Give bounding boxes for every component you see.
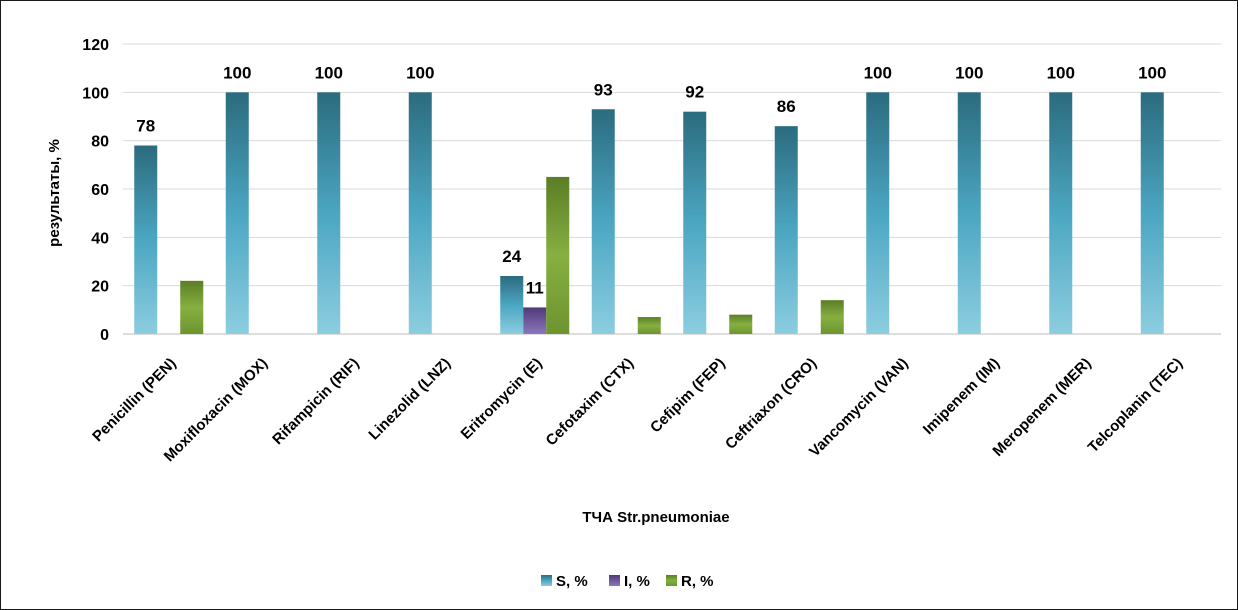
bar-s-5 — [591, 109, 615, 334]
bar-s-3 — [408, 92, 432, 334]
bar-s-9 — [957, 92, 981, 334]
bar-r-7 — [820, 300, 844, 334]
bar-r-4 — [546, 176, 570, 334]
bar-s-10 — [1049, 92, 1073, 334]
x-category-label: Imipenem (IM) — [920, 355, 1003, 438]
y-tick-label: 100 — [82, 85, 109, 102]
y-axis-ticks: 0 20 40 60 80 100 120 — [82, 37, 109, 344]
data-label: 100 — [1047, 63, 1075, 82]
bar-s-11 — [1140, 92, 1164, 334]
data-label: 100 — [955, 63, 983, 82]
bar-r-6 — [729, 314, 753, 334]
legend-swatch — [609, 575, 620, 586]
bars — [134, 92, 1164, 335]
bar-s-4 — [500, 276, 524, 334]
legend-entry: S, % — [556, 573, 588, 590]
x-category-label: Cefotaxim (CTX) — [543, 355, 638, 450]
y-tick-label: 60 — [91, 182, 109, 199]
x-category-label: Rifampicin (RIF) — [269, 355, 362, 448]
gridlines — [123, 43, 1221, 335]
bar-r-0 — [180, 280, 204, 334]
data-label: 24 — [502, 247, 521, 266]
x-category-label: Telcoplanin (TEC) — [1085, 355, 1186, 456]
data-label: 11 — [526, 278, 544, 297]
x-category-label: Moxifloxacin (MOX) — [161, 355, 271, 465]
y-axis-title: результаты, % — [46, 139, 63, 247]
legend-entry: R, % — [681, 573, 714, 590]
legend-swatch — [666, 575, 677, 586]
y-tick-label: 120 — [82, 37, 109, 54]
x-category-label: Linezolid (LNZ) — [365, 355, 454, 444]
bar-s-0 — [134, 145, 158, 334]
data-label: 100 — [864, 63, 892, 82]
data-label: 100 — [223, 63, 251, 82]
bar-s-1 — [225, 92, 249, 334]
y-tick-label: 40 — [91, 230, 109, 247]
data-label: 86 — [777, 97, 796, 116]
y-tick-label: 0 — [100, 327, 109, 344]
x-category-label: Cefipim (FEP) — [647, 355, 729, 437]
x-category-label: Ceftriaxon (CRO) — [722, 355, 820, 453]
data-labels: 78 100 100 100 24 11 93 92 86 100 100 100 100 — [136, 63, 1166, 297]
x-category-label: Penicillin (PEN) — [89, 355, 179, 445]
x-category-label: Vancomycin (VAN) — [806, 355, 912, 461]
x-axis-title: ТЧА Str.pneumoniae — [582, 509, 729, 526]
data-label: 100 — [406, 63, 434, 82]
data-label: 100 — [315, 63, 343, 82]
x-category-label: Eritromycin (E) — [458, 355, 546, 443]
bar-i-4 — [523, 307, 547, 334]
legend-entry: I, % — [624, 573, 650, 590]
legend: S, % I, % R, % — [541, 573, 714, 590]
bar-s-7 — [774, 126, 798, 335]
bar-s-2 — [317, 92, 341, 334]
data-label: 93 — [594, 80, 613, 99]
y-tick-label: 20 — [91, 279, 109, 296]
data-label: 78 — [136, 117, 155, 136]
bar-s-6 — [683, 111, 707, 335]
bar-s-8 — [866, 92, 890, 334]
y-tick-label: 80 — [91, 134, 109, 151]
bar-r-5 — [637, 317, 661, 334]
x-category-label: Meropenem (MER) — [989, 355, 1094, 460]
data-label: 100 — [1138, 63, 1166, 82]
legend-swatch — [541, 575, 552, 586]
x-axis-categories: Penicillin (PEN)Moxifloxacin (MOX)Rifamp… — [89, 355, 1186, 465]
data-label: 92 — [685, 83, 704, 102]
